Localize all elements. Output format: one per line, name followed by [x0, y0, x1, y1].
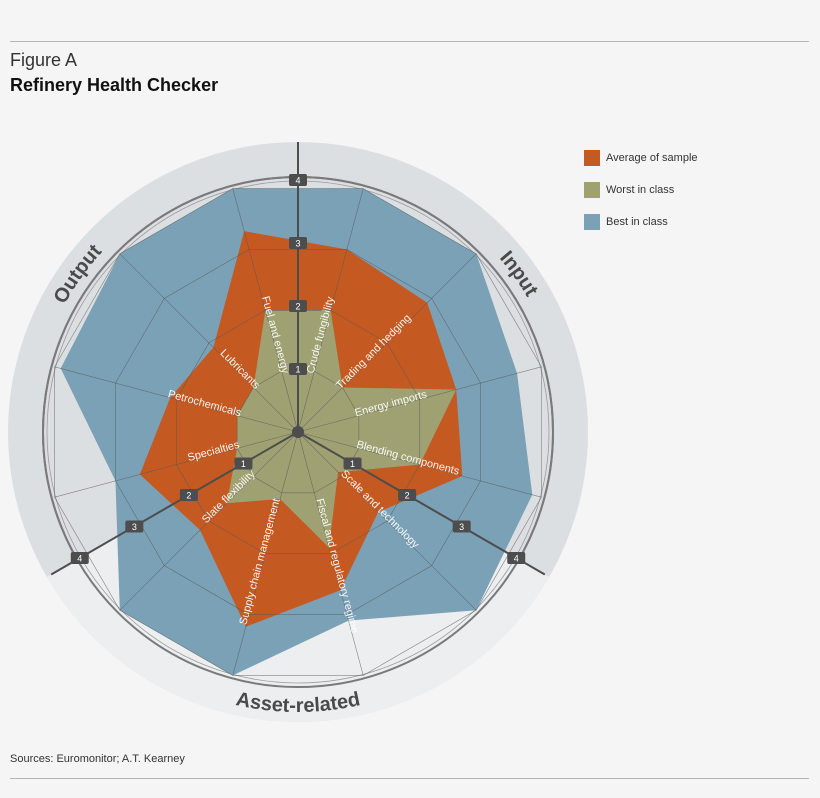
tick-badge [125, 520, 144, 533]
legend-item-best: Best in class [584, 206, 698, 238]
legend-label: Worst in class [606, 184, 675, 196]
tick-badge [452, 520, 471, 533]
tick-badge [179, 489, 198, 501]
tick-label: 2 [405, 491, 410, 501]
tick-label: 1 [241, 459, 246, 469]
tick-label: 1 [350, 459, 355, 469]
grid-spoke [297, 431, 542, 498]
grid-spoke [119, 253, 299, 433]
section-axis [50, 431, 299, 576]
section-axis [297, 431, 546, 576]
tick-badge [289, 363, 307, 375]
legend-swatch-average [584, 150, 600, 166]
legend-swatch-worst [584, 182, 600, 198]
tick-label: 4 [295, 176, 300, 186]
grid-spoke [119, 431, 299, 611]
top-rule [10, 41, 809, 42]
center-dot [292, 426, 304, 438]
figure-label: Figure A [10, 50, 78, 70]
tick-badge [398, 489, 417, 501]
tick-label: 3 [132, 522, 137, 532]
legend-swatch-best [584, 214, 600, 230]
tick-badge [289, 237, 307, 249]
legend-label: Average of sample [606, 152, 698, 164]
tick-badge [343, 457, 362, 470]
grid-spoke [54, 366, 299, 433]
tick-badge [289, 300, 307, 312]
grid-spoke [232, 431, 299, 676]
legend-item-worst: Worst in class [584, 174, 698, 206]
tick-label: 2 [295, 302, 300, 312]
grid-spoke [297, 431, 364, 676]
grid-spoke [297, 188, 364, 433]
grid-spoke [297, 431, 477, 611]
legend-label: Best in class [606, 216, 668, 228]
grid-spoke [232, 188, 299, 433]
tick-label: 2 [186, 491, 191, 501]
grid-spoke [297, 253, 477, 433]
sources-note: Sources: Euromonitor; A.T. Kearney [10, 753, 185, 765]
tick-badge [507, 552, 526, 564]
tick-label: 3 [295, 239, 300, 249]
legend-item-average: Average of sample [584, 142, 698, 174]
tick-label: 1 [295, 365, 300, 375]
grid-spoke [297, 366, 542, 433]
bottom-rule [10, 778, 809, 779]
tick-label: 4 [77, 554, 82, 564]
tick-badge [289, 174, 307, 186]
tick-label: 3 [459, 522, 464, 532]
figure-title: Refinery Health Checker [10, 75, 219, 95]
series-worst-in-class [226, 310, 457, 548]
tick-label: 4 [514, 554, 519, 564]
grid-spoke [54, 431, 299, 498]
legend: Average of sample Worst in class Best in… [584, 142, 698, 238]
tick-badge [234, 457, 253, 470]
tick-badge [70, 552, 89, 564]
